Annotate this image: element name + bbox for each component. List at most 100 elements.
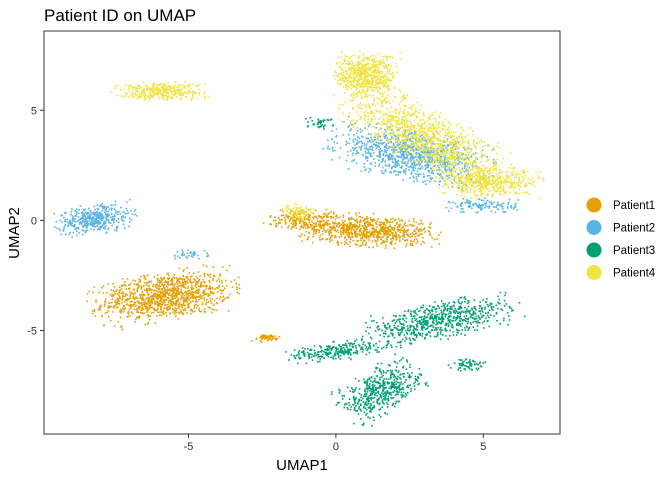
data-point	[174, 288, 176, 291]
data-point	[364, 127, 366, 129]
data-point	[347, 154, 349, 157]
data-point	[393, 247, 396, 250]
data-point	[439, 328, 442, 330]
data-point	[96, 215, 99, 218]
data-point	[199, 294, 202, 296]
data-point	[183, 286, 185, 289]
data-point	[185, 290, 187, 293]
data-point	[357, 226, 360, 229]
data-point	[381, 406, 383, 408]
data-point	[445, 206, 448, 209]
data-point	[407, 161, 409, 163]
data-point	[280, 219, 283, 221]
data-point	[392, 373, 394, 376]
data-point	[382, 316, 384, 319]
data-point	[471, 308, 473, 311]
data-point	[408, 219, 411, 222]
data-point	[404, 172, 407, 175]
data-point	[401, 326, 403, 328]
data-point	[360, 233, 363, 235]
data-point	[75, 230, 78, 232]
data-point	[403, 236, 406, 238]
data-point	[176, 283, 179, 286]
data-point	[152, 294, 155, 296]
scatter-points	[53, 50, 545, 427]
data-point	[434, 164, 436, 167]
data-point	[363, 411, 365, 413]
data-point	[441, 177, 444, 180]
data-point	[89, 217, 92, 219]
data-point	[344, 243, 346, 245]
data-point	[376, 145, 379, 148]
data-point	[429, 318, 431, 320]
data-point	[454, 319, 457, 322]
data-point	[394, 165, 397, 168]
data-point	[370, 231, 373, 234]
data-point	[459, 306, 461, 309]
data-point	[387, 323, 389, 325]
data-point	[378, 146, 380, 148]
data-point	[170, 301, 173, 303]
data-point	[259, 340, 262, 342]
data-point	[372, 225, 375, 227]
data-point	[89, 210, 92, 212]
data-point	[303, 223, 305, 226]
data-point	[382, 240, 384, 243]
data-point	[163, 304, 166, 306]
data-point	[121, 309, 123, 311]
data-point	[457, 151, 460, 154]
data-point	[168, 293, 171, 296]
data-point	[433, 154, 435, 156]
data-point	[438, 234, 440, 236]
data-point	[180, 304, 183, 306]
data-point	[457, 308, 460, 310]
data-point	[394, 375, 396, 378]
data-point	[360, 231, 363, 234]
data-point	[139, 306, 141, 308]
data-point	[495, 206, 497, 208]
data-point	[358, 398, 360, 401]
data-point	[381, 158, 384, 161]
data-point	[295, 219, 297, 222]
data-point	[135, 214, 138, 217]
data-point	[302, 350, 305, 352]
data-point	[417, 175, 420, 178]
data-point	[338, 344, 340, 347]
data-point	[150, 280, 152, 283]
data-point	[110, 319, 112, 322]
data-point	[198, 257, 200, 260]
data-point	[475, 203, 478, 205]
data-point	[449, 319, 452, 321]
data-point	[360, 410, 362, 412]
data-point	[148, 300, 150, 303]
data-point	[102, 207, 105, 209]
data-point	[114, 203, 117, 206]
data-point	[428, 159, 430, 162]
data-point	[350, 224, 353, 226]
data-point	[154, 294, 157, 296]
data-point	[325, 230, 327, 232]
data-point	[378, 232, 381, 235]
data-point	[276, 337, 279, 340]
data-point	[386, 154, 388, 156]
data-point	[357, 413, 360, 415]
data-point	[290, 209, 292, 212]
data-point	[386, 235, 389, 238]
data-point	[206, 301, 208, 304]
data-point	[470, 156, 473, 158]
data-point	[342, 233, 345, 235]
data-point	[118, 300, 120, 302]
data-point	[177, 285, 180, 287]
data-point	[355, 212, 357, 214]
data-point	[438, 154, 440, 156]
data-point	[184, 298, 187, 300]
data-point	[463, 165, 466, 167]
data-point	[473, 329, 476, 331]
data-point	[156, 294, 159, 296]
data-point	[402, 328, 404, 330]
data-point	[111, 298, 114, 300]
data-point	[369, 336, 372, 339]
data-point	[373, 405, 375, 407]
data-point	[347, 229, 350, 231]
data-point	[424, 333, 427, 336]
